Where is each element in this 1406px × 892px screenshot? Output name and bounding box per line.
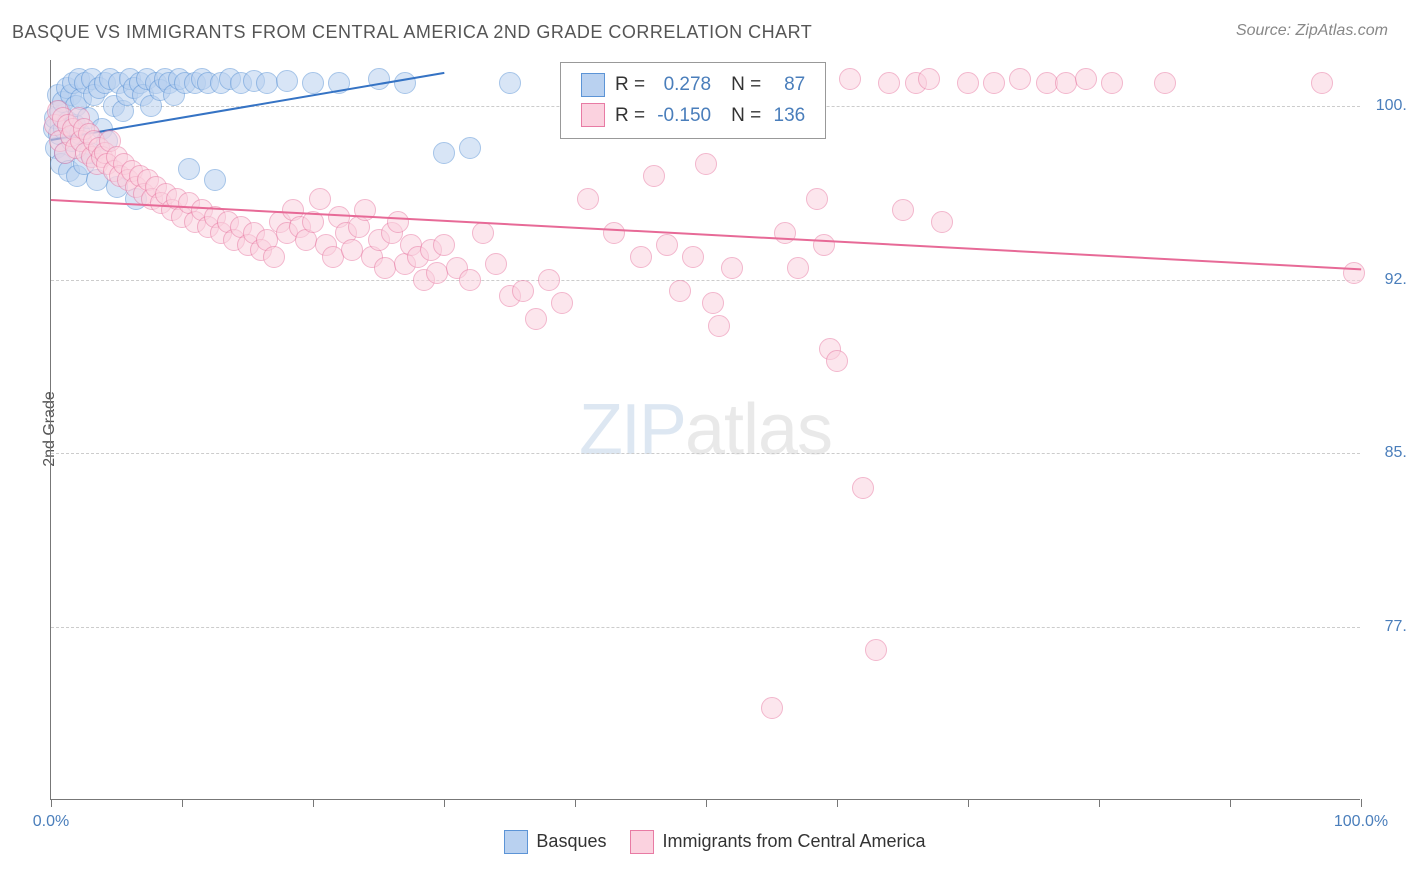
x-tick: [1361, 799, 1362, 807]
scatter-point: [512, 280, 534, 302]
x-tick: [51, 799, 52, 807]
x-tick: [706, 799, 707, 807]
scatter-point: [1055, 72, 1077, 94]
gridline: [51, 453, 1360, 454]
x-tick: [837, 799, 838, 807]
scatter-point: [761, 697, 783, 719]
scatter-point: [865, 639, 887, 661]
y-tick-label: 92.5%: [1370, 271, 1406, 289]
scatter-point: [577, 188, 599, 210]
source-label: Source: ZipAtlas.com: [1236, 22, 1388, 40]
gridline: [51, 280, 1360, 281]
scatter-point: [426, 262, 448, 284]
x-tick: [182, 799, 183, 807]
legend-swatch: [504, 830, 528, 854]
scatter-point: [459, 269, 481, 291]
scatter-point: [459, 137, 481, 159]
x-tick-label: 0.0%: [33, 813, 69, 831]
scatter-point: [721, 257, 743, 279]
x-tick: [313, 799, 314, 807]
chart-title: BASQUE VS IMMIGRANTS FROM CENTRAL AMERIC…: [12, 22, 812, 43]
scatter-point: [263, 246, 285, 268]
scatter-point: [1343, 262, 1365, 284]
scatter-point: [852, 477, 874, 499]
scatter-point: [918, 68, 940, 90]
x-tick: [575, 799, 576, 807]
scatter-point: [276, 70, 298, 92]
scatter-point: [774, 222, 796, 244]
scatter-point: [387, 211, 409, 233]
scatter-point: [204, 169, 226, 191]
scatter-point: [178, 158, 200, 180]
scatter-point: [256, 72, 278, 94]
scatter-point: [787, 257, 809, 279]
scatter-point: [892, 199, 914, 221]
scatter-point: [472, 222, 494, 244]
legend-bottom: Basques Immigrants from Central America: [0, 830, 1406, 854]
scatter-point: [643, 165, 665, 187]
scatter-point: [1154, 72, 1176, 94]
legend-table: R =0.278N =87R =-0.150N =136: [575, 69, 811, 132]
scatter-point: [1101, 72, 1123, 94]
scatter-point: [374, 257, 396, 279]
scatter-point: [485, 253, 507, 275]
scatter-point: [1009, 68, 1031, 90]
scatter-point: [1311, 72, 1333, 94]
scatter-point: [603, 222, 625, 244]
scatter-point: [525, 308, 547, 330]
scatter-point: [433, 234, 455, 256]
scatter-point: [826, 350, 848, 372]
legend-top: R =0.278N =87R =-0.150N =136: [560, 62, 826, 139]
legend-swatch: [630, 830, 654, 854]
scatter-point: [813, 234, 835, 256]
x-tick: [1099, 799, 1100, 807]
legend-label: Immigrants from Central America: [662, 831, 925, 851]
scatter-point: [931, 211, 953, 233]
scatter-point: [499, 72, 521, 94]
scatter-point: [806, 188, 828, 210]
scatter-point: [630, 246, 652, 268]
scatter-point: [708, 315, 730, 337]
scatter-point: [394, 72, 416, 94]
scatter-point: [983, 72, 1005, 94]
x-tick: [968, 799, 969, 807]
scatter-point: [957, 72, 979, 94]
scatter-point: [839, 68, 861, 90]
scatter-point: [309, 188, 331, 210]
scatter-point: [433, 142, 455, 164]
gridline: [51, 627, 1360, 628]
y-tick-label: 85.0%: [1370, 444, 1406, 462]
scatter-point: [669, 280, 691, 302]
y-tick-label: 100.0%: [1370, 97, 1406, 115]
scatter-point: [538, 269, 560, 291]
scatter-point: [878, 72, 900, 94]
x-tick-label: 100.0%: [1334, 813, 1388, 831]
scatter-point: [1075, 68, 1097, 90]
scatter-point: [302, 72, 324, 94]
x-tick: [444, 799, 445, 807]
chart-container: BASQUE VS IMMIGRANTS FROM CENTRAL AMERIC…: [0, 0, 1406, 892]
x-tick: [1230, 799, 1231, 807]
scatter-point: [551, 292, 573, 314]
legend-label: Basques: [536, 831, 606, 851]
watermark: ZIPatlas: [579, 389, 832, 471]
scatter-point: [656, 234, 678, 256]
y-tick-label: 77.5%: [1370, 618, 1406, 636]
scatter-point: [695, 153, 717, 175]
scatter-point: [682, 246, 704, 268]
plot-area: ZIPatlas 77.5%85.0%92.5%100.0%0.0%100.0%: [50, 60, 1360, 800]
scatter-point: [702, 292, 724, 314]
